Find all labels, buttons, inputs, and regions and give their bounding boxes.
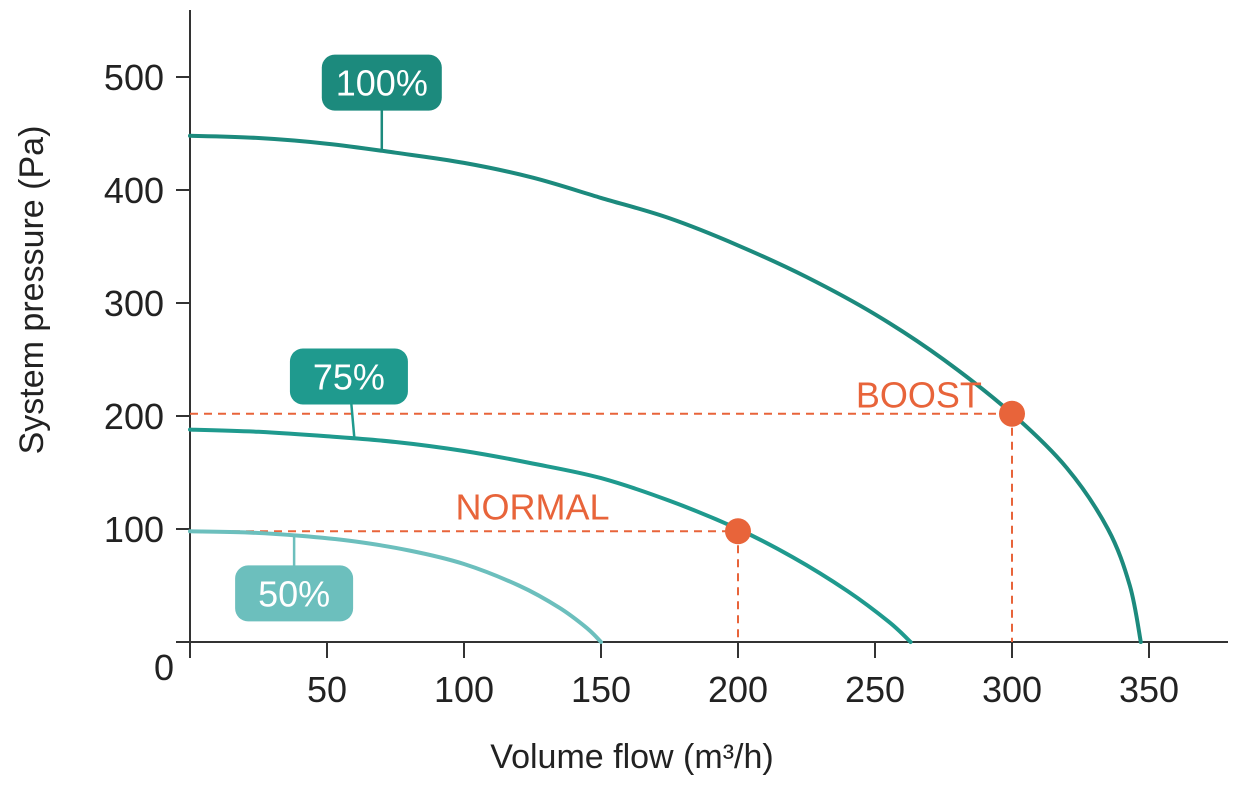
series-line-50 xyxy=(188,529,603,644)
y-tick-label-400: 400 xyxy=(104,170,164,211)
y-tick-label-500: 500 xyxy=(104,57,164,98)
series-badge-100 xyxy=(321,54,442,111)
series-label-50: 50% xyxy=(258,573,330,614)
x-tick-label-300: 300 xyxy=(982,669,1042,710)
y-tick-label-300: 300 xyxy=(104,283,164,324)
x-tick-label-200: 200 xyxy=(708,669,768,710)
x-axis-title: Volume flow (m³/h) xyxy=(490,738,773,776)
boost-point xyxy=(999,400,1025,427)
boost-label: BOOST xyxy=(856,375,982,416)
operating-point-guides xyxy=(190,412,1013,642)
series-badge-50 xyxy=(235,565,354,622)
y-tick-label-200: 200 xyxy=(104,396,164,437)
y-axis-title: System pressure (Pa) xyxy=(13,126,51,455)
origin-label: 0 xyxy=(154,647,174,688)
x-tick-label-150: 150 xyxy=(571,669,631,710)
series-badge-75 xyxy=(289,348,408,405)
x-tick-label-50: 50 xyxy=(307,669,347,710)
series: 100% 75% 50% xyxy=(188,54,1143,644)
series-line-100 xyxy=(188,133,1143,644)
series-line-75 xyxy=(188,427,913,644)
x-tick-label-250: 250 xyxy=(845,669,905,710)
x-tick-label-350: 350 xyxy=(1119,669,1179,710)
series-label-75: 75% xyxy=(313,356,385,397)
ticks: 50 100 150 200 250 300 350 100 200 300 400 500 xyxy=(104,57,1179,710)
series-label-100: 100% xyxy=(336,63,428,104)
y-tick-label-100: 100 xyxy=(104,509,164,550)
normal-label: NORMAL xyxy=(455,486,609,527)
x-tick-label-100: 100 xyxy=(434,669,494,710)
operating-points: NORMAL BOOST xyxy=(455,375,1025,545)
axes xyxy=(176,10,1228,658)
normal-point xyxy=(725,518,751,545)
